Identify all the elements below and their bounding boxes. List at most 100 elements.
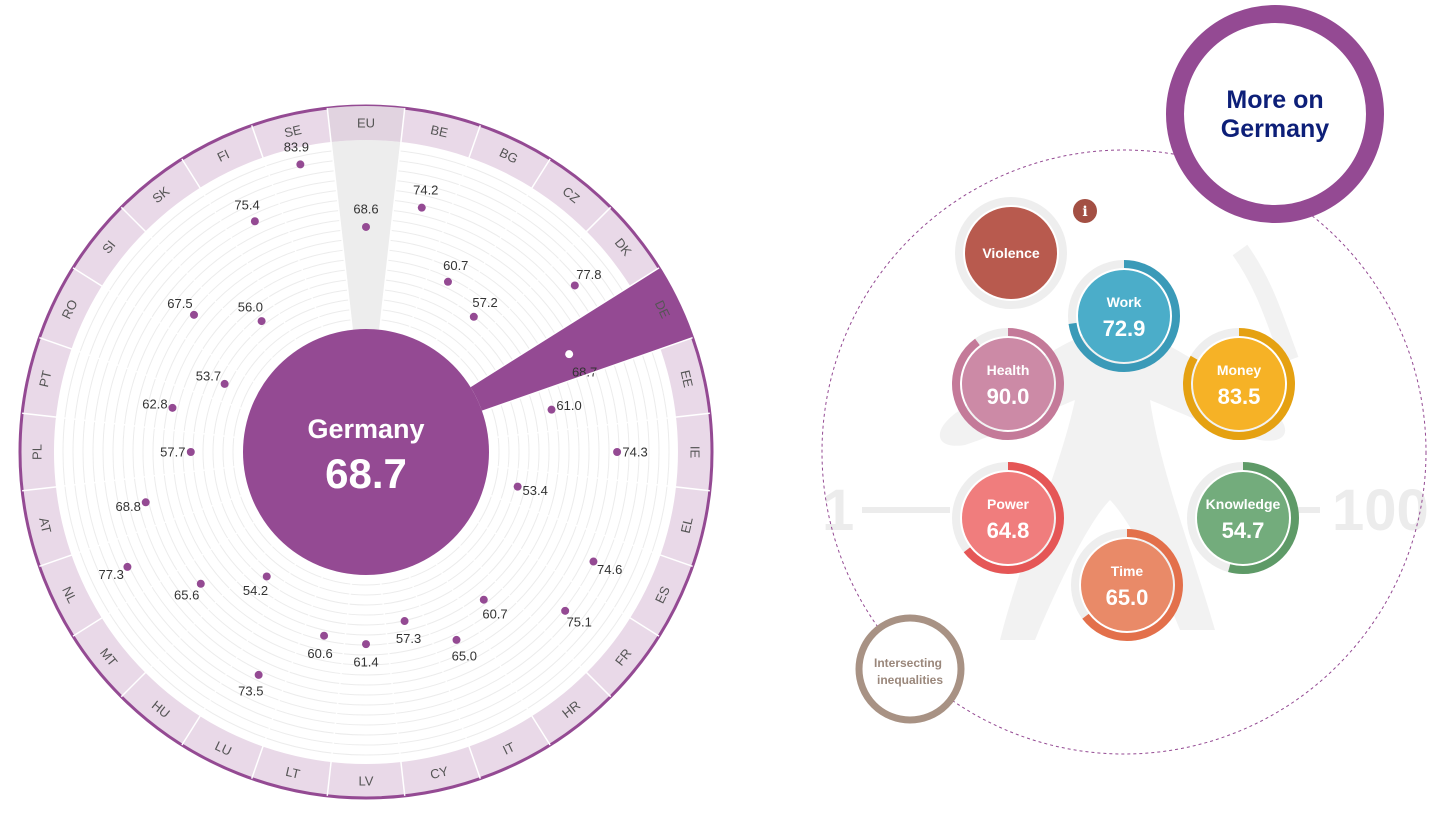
score-label-el: 53.4 <box>523 483 548 498</box>
more-on-country-button[interactable]: More on Germany <box>1166 5 1384 223</box>
country-code-ie[interactable]: IE <box>688 446 703 459</box>
score-label-si: 67.5 <box>167 296 192 311</box>
sector-divider <box>488 412 710 439</box>
score-dot-es[interactable] <box>589 557 598 566</box>
more-on-country: Germany <box>1221 115 1329 143</box>
country-code-nl[interactable]: NL <box>59 584 80 605</box>
score-dot-hr[interactable] <box>479 595 488 604</box>
domain-work-progress-ring <box>1068 260 1180 372</box>
country-code-pl[interactable]: PL <box>30 444 45 460</box>
country-code-es[interactable]: ES <box>652 583 673 605</box>
score-label-hr: 60.7 <box>482 606 507 621</box>
score-dot-it[interactable] <box>452 635 461 644</box>
score-dot-fi[interactable] <box>250 217 259 226</box>
score-dot-fr[interactable] <box>561 606 570 615</box>
score-dot-el[interactable] <box>513 482 522 491</box>
score-label-de: 68.7 <box>572 365 597 380</box>
domain-health-progress-ring <box>952 328 1064 440</box>
score-dot-ie[interactable] <box>613 448 622 456</box>
score-label-cz: 57.2 <box>472 295 497 310</box>
intersecting-line2: inequalities <box>877 673 943 687</box>
score-label-cy: 57.3 <box>396 631 421 646</box>
score-label-pt: 62.8 <box>142 396 167 411</box>
score-dot-lt[interactable] <box>320 631 329 640</box>
svg-text:i: i <box>1082 204 1087 220</box>
country-code-lu[interactable]: LU <box>213 738 234 759</box>
sector-divider <box>39 337 251 413</box>
center-score-circle <box>243 329 489 575</box>
score-label-es: 74.6 <box>597 562 622 577</box>
score-dot-de[interactable] <box>565 350 574 359</box>
country-code-de[interactable]: DE <box>652 298 673 321</box>
domain-health-button[interactable]: Health 90.0 <box>952 328 1064 440</box>
score-dot-eu[interactable] <box>362 222 370 231</box>
score-dot-at[interactable] <box>141 498 150 507</box>
selected-country-wedge[interactable] <box>470 267 693 412</box>
domain-money-button[interactable]: Money 83.5 <box>1183 328 1295 440</box>
score-dot-hu[interactable] <box>262 572 271 581</box>
sector-divider <box>452 206 612 366</box>
country-code-at[interactable]: AT <box>36 516 54 535</box>
score-dot-si[interactable] <box>189 310 198 319</box>
score-dot-cz[interactable] <box>469 312 478 321</box>
score-dot-nl[interactable] <box>123 562 132 571</box>
sector-divider <box>22 412 244 439</box>
center-country-name: Germany <box>307 414 424 444</box>
country-code-bg[interactable]: BG <box>497 145 520 167</box>
intersecting-inequalities-button[interactable]: Intersecting inequalities <box>855 614 965 724</box>
domain-time-name: Time <box>1111 563 1144 579</box>
score-label-lv: 61.4 <box>353 655 378 670</box>
score-dot-lu[interactable] <box>254 670 263 679</box>
score-label-fr: 75.1 <box>567 615 592 630</box>
country-code-se[interactable]: SE <box>283 122 304 141</box>
domain-power-button[interactable]: Power 64.8 <box>952 462 1064 574</box>
score-label-fi: 75.4 <box>234 198 259 213</box>
score-label-ee: 61.0 <box>556 398 581 413</box>
intersecting-line1: Intersecting <box>874 656 942 670</box>
sector-divider <box>452 538 612 698</box>
domain-violence-button[interactable]: Violence <box>955 197 1067 309</box>
info-icon[interactable]: i <box>1073 199 1097 223</box>
country-code-lt[interactable]: LT <box>284 764 301 782</box>
country-code-el[interactable]: EL <box>678 516 696 535</box>
score-label-ie: 74.3 <box>622 445 647 460</box>
sector-divider <box>251 125 327 337</box>
score-dot-dk[interactable] <box>570 281 579 290</box>
score-label-it: 65.0 <box>452 649 477 664</box>
country-code-ee[interactable]: EE <box>678 369 697 390</box>
country-code-be[interactable]: BE <box>429 122 450 141</box>
score-dot-bg[interactable] <box>443 277 452 286</box>
country-code-cy[interactable]: CY <box>429 763 450 782</box>
score-dot-lv[interactable] <box>362 640 370 649</box>
score-label-bg: 60.7 <box>443 258 468 273</box>
country-code-eu[interactable]: EU <box>357 116 375 131</box>
score-dot-ee[interactable] <box>547 405 556 414</box>
domain-time-progress-ring <box>1071 529 1183 641</box>
score-label-lt: 60.6 <box>307 646 332 661</box>
score-dot-pl[interactable] <box>186 448 195 456</box>
domain-money-progress-ring <box>1183 328 1295 440</box>
domain-money-name: Money <box>1217 362 1262 378</box>
score-dot-se[interactable] <box>296 160 305 169</box>
domain-time-button[interactable]: Time 65.0 <box>1071 529 1183 641</box>
sector-divider <box>72 267 263 388</box>
score-dot-be[interactable] <box>417 203 426 212</box>
score-dot-ro[interactable] <box>220 379 229 388</box>
sector-divider <box>405 567 481 779</box>
domain-violence-name: Violence <box>982 245 1040 261</box>
sector-divider <box>120 206 280 366</box>
score-dot-mt[interactable] <box>196 579 205 588</box>
domain-knowledge-button[interactable]: Knowledge 54.7 <box>1187 462 1299 574</box>
sector-divider <box>430 555 551 746</box>
domain-knowledge-score: 54.7 <box>1222 518 1265 543</box>
country-code-lv[interactable]: LV <box>359 774 374 789</box>
score-dot-cy[interactable] <box>400 617 409 626</box>
sector-divider <box>379 574 406 796</box>
domain-work-button[interactable]: Work 72.9 <box>1068 260 1180 372</box>
country-code-pt[interactable]: PT <box>36 369 54 389</box>
score-dot-pt[interactable] <box>168 403 177 412</box>
score-label-nl: 77.3 <box>99 567 124 582</box>
scale-min-label: 1 <box>822 478 854 543</box>
score-dot-sk[interactable] <box>257 317 266 326</box>
